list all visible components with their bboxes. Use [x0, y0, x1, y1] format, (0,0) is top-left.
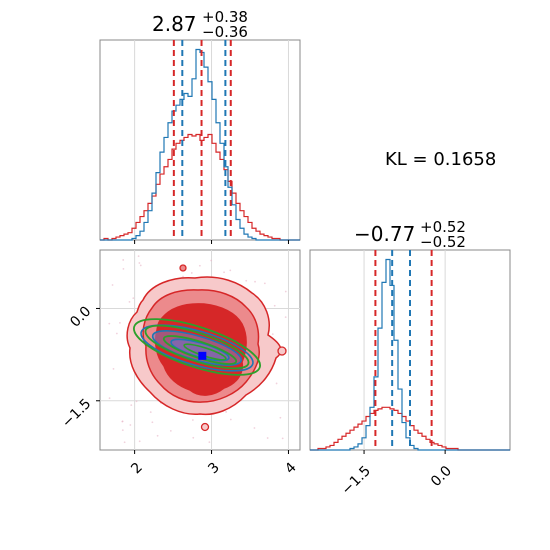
contour-scatter-point: [137, 255, 140, 258]
contour-scatter-point: [229, 418, 232, 421]
contour-scatter-point: [182, 275, 184, 278]
contour-scatter-point: [128, 300, 131, 303]
contour-scatter-point: [210, 259, 213, 262]
contour-scatter-point: [135, 400, 138, 403]
top-histogram-panel: 2.87 +0.38 −0.36: [99, 8, 301, 244]
contour-scatter-point: [266, 437, 269, 439]
contour-scatter-point: [129, 424, 132, 426]
contour-scatter-point: [149, 411, 152, 414]
right-histogram-quantile-lines: [374, 250, 433, 450]
contour-scatter-point: [279, 416, 282, 419]
contour-scatter-point: [156, 434, 159, 437]
contour-scatter-point: [121, 429, 124, 432]
green-contour-inner: [162, 335, 238, 365]
red-contour-island: [277, 346, 287, 356]
contour-scatter-point: [122, 267, 125, 270]
contour-scatter-point: [253, 427, 256, 429]
right-histogram-grid: [363, 250, 446, 450]
contour-scatter-point: [108, 397, 111, 400]
contour-scatter-point: [208, 441, 211, 444]
contour-scatter-point: [138, 262, 141, 264]
right-histogram-series: [310, 258, 510, 451]
top-hist-series: [100, 48, 300, 241]
contour-scatter-point: [191, 419, 194, 421]
contour-scatter-point: [115, 332, 118, 335]
contour-scatter-point: [273, 304, 276, 307]
green-contour-middle: [144, 324, 250, 370]
contour-scatter-point: [198, 264, 201, 267]
right-tick-label: −1.5: [339, 463, 374, 498]
blue-contour-outer: [140, 324, 254, 372]
green-contour-outer: [133, 318, 261, 376]
contour-scatter-point: [284, 290, 287, 293]
contour-scatter-point: [275, 382, 278, 385]
contour-scatter-point: [132, 297, 135, 299]
contour-scatter-point: [192, 436, 195, 439]
right-histogram-title: −0.77: [354, 222, 415, 246]
top-title-plus: +0.38: [202, 8, 248, 26]
contour-scatter-point: [229, 269, 232, 272]
contour-y-tick-label: −1.5: [59, 396, 94, 431]
contour-scatter-point: [190, 272, 193, 274]
contour-scatter-point: [138, 440, 141, 443]
contour-scatter-point: [281, 437, 284, 440]
contour-scatter-point: [151, 421, 154, 424]
contour-y-tick-label: 0.0: [67, 304, 94, 331]
contour-scatter-point: [263, 282, 266, 285]
best-fit-marker: [198, 351, 207, 360]
contour-scatter-point: [108, 322, 111, 325]
right-histogram-panel: −1.5 0.0 −0.77 +0.52 −0.52: [309, 218, 511, 498]
contour-scatter-point: [284, 316, 287, 318]
top-histogram-series: [100, 48, 300, 241]
top-histogram-ticks: [134, 240, 289, 244]
top-histogram-quantile-lines: [172, 40, 232, 240]
kl-annotation: KL = 0.1658: [385, 149, 496, 170]
right-hist-series: [310, 406, 510, 451]
contour-scatter-point: [111, 284, 114, 286]
contour-scatter-point: [112, 367, 115, 370]
contour-panel: 2 3 4 0.0 −1.5: [59, 249, 301, 478]
contour-x-tick-label: 4: [282, 459, 300, 477]
right-title-plus: +0.52: [420, 218, 466, 236]
contour-scatter-point: [245, 279, 248, 282]
right-tick-label: 0.0: [428, 463, 455, 490]
contour-scatter-point: [123, 441, 126, 444]
right-title-minus: −0.52: [420, 233, 466, 251]
contour-x-tick-label: 3: [205, 460, 223, 478]
contour-scatter-point: [139, 264, 142, 267]
top-hist-series: [100, 133, 300, 241]
right-histogram-ticks: −1.5 0.0: [339, 450, 455, 498]
red-contour-island: [179, 264, 187, 272]
top-histogram-title: 2.87: [152, 12, 197, 36]
red-contour-island: [200, 422, 210, 432]
contour-scatter-point: [130, 404, 133, 407]
right-hist-series: [310, 258, 510, 451]
contour-x-tick-label: 2: [128, 460, 146, 478]
right-title-value: −0.77: [354, 222, 415, 246]
contour-scatter-point: [225, 411, 228, 413]
contour-scatter-point: [271, 333, 274, 336]
contour-scatter-point: [121, 420, 124, 423]
contour-scatter-point: [254, 280, 256, 283]
top-title-value: 2.87: [152, 12, 197, 36]
contour-scatter-point: [122, 259, 125, 261]
top-title-minus: −0.36: [202, 23, 248, 41]
contour-scatter-point: [223, 271, 225, 274]
contour-scatter-point: [119, 321, 121, 324]
contour-scatter-point: [169, 429, 172, 432]
